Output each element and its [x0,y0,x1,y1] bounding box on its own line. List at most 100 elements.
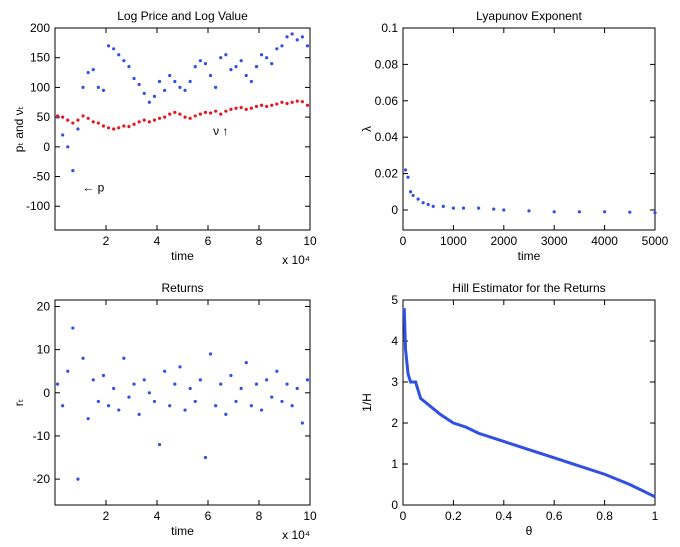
data-point [203,455,208,460]
data-point [147,391,151,395]
data-point [163,115,167,119]
data-point [527,209,531,213]
data-point [152,118,157,122]
x-tick-label: 6 [205,509,212,523]
y-tick-label: -20 [33,472,51,486]
data-point [628,210,632,214]
data-point [290,32,294,36]
data-point [168,112,172,116]
data-point [224,412,228,416]
y-axis-label: pₜ and νₜ [12,106,26,152]
data-point [76,477,80,481]
data-point [91,120,95,124]
y-tick-label: 0.1 [381,21,398,35]
y-tick-label: 50 [37,110,51,124]
data-point [421,201,425,205]
x-tick-label: 0.4 [495,509,512,523]
data-point [431,204,435,208]
data-point [112,127,116,131]
data-point [244,107,248,111]
x-tick-label: 4 [154,509,161,523]
axes-box [402,299,656,506]
data-point [265,378,269,382]
data-point [295,386,299,391]
x-tick-label: 8 [256,234,263,248]
data-point [147,100,151,104]
x-tick-label: 0.2 [445,509,462,523]
data-point [183,88,187,92]
x-tick-label: 2 [103,509,110,523]
data-point [173,110,177,114]
data-point [198,59,202,63]
data-point [214,109,218,113]
data-point [183,115,187,119]
data-point [234,106,238,110]
data-line [402,308,656,499]
data-point [406,175,410,179]
data-point [426,202,430,207]
x-tick-label: 0 [400,234,407,248]
data-point [214,404,218,408]
axes-box [54,27,311,231]
data-point [270,62,274,66]
y-tick-label: 4 [391,334,398,348]
x-axis-label: time [171,249,194,263]
data-point [71,121,75,125]
data-point [229,67,233,72]
data-point [411,193,415,198]
data-point [603,210,607,214]
x-tick-label: 0 [400,509,407,523]
data-point [203,62,208,66]
y-tick-label: 0.06 [375,94,399,108]
y-tick-label: -100 [26,199,50,213]
data-point [157,442,162,447]
data-point [290,404,294,408]
data-point [219,382,223,386]
data-point [403,168,408,172]
data-point [96,399,100,404]
data-point [193,65,197,69]
y-tick-label: 100 [30,80,50,94]
data-point [441,204,445,208]
data-point [112,47,116,51]
data-point [137,120,141,124]
y-tick-label: 5 [391,293,398,307]
data-point [244,73,248,78]
x-tick-label: 0.6 [546,509,563,523]
x-tick-label: 8 [256,509,263,523]
data-point [280,100,284,104]
data-point [66,369,70,373]
data-point [244,360,248,365]
x-tick-label: 2 [103,234,110,248]
data-point [239,106,243,110]
y-tick-label: -10 [33,429,51,443]
data-point [101,373,106,378]
x-tick-label: 0.8 [596,509,613,523]
data-point [55,382,60,386]
data-point [239,59,243,63]
chart-title: Log Price and Log Value [117,9,248,23]
data-point [66,145,70,149]
data-point [408,190,413,194]
data-point [81,114,85,118]
data-point [259,408,264,412]
y-tick-label: 0 [43,386,50,400]
y-tick-label: 3 [391,375,398,389]
y-tick-label: 0.08 [375,57,399,71]
data-point [127,395,131,399]
data-point [122,124,126,128]
data-point [86,116,90,120]
data-point [142,378,146,382]
data-point [219,56,223,60]
data-point [285,382,289,386]
data-point [168,73,172,78]
data-point [229,107,233,111]
data-point [219,112,223,116]
axes-box [54,299,311,506]
data-point [285,101,289,106]
y-tick-label: 150 [30,51,50,65]
data-point [254,104,259,109]
y-tick-label: 2 [391,416,398,430]
data-point [492,207,496,211]
data-point [461,206,466,210]
